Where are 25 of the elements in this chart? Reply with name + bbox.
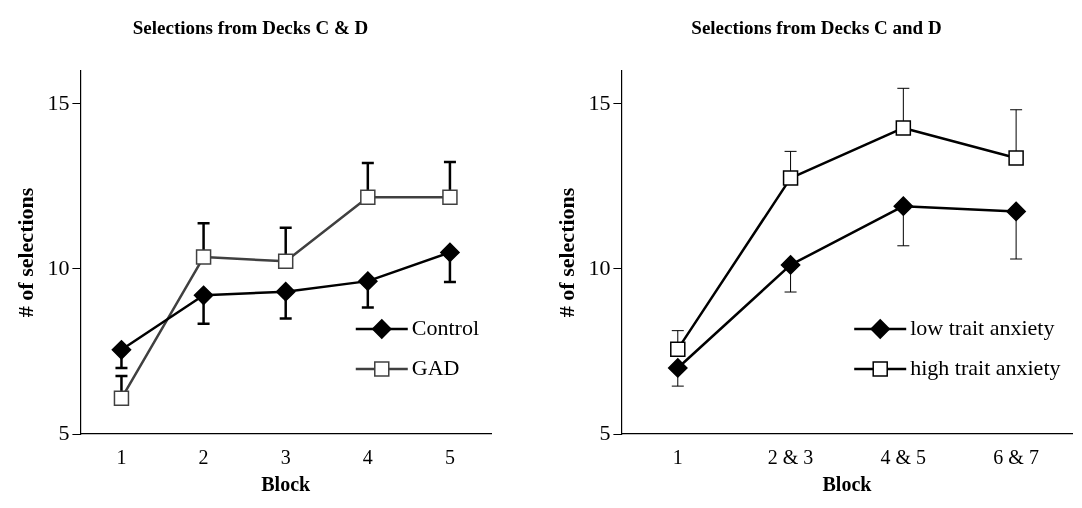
x-tick-label: 5 — [444, 446, 455, 469]
y-tick-label: 10 — [47, 254, 70, 280]
x-axis-title: Block — [822, 473, 873, 496]
chart-title: Selections from Decks C & D — [132, 17, 369, 39]
x-axis-title: Block — [261, 473, 312, 496]
x-tick-label: 6 & 7 — [993, 446, 1039, 469]
y-axis-title: # of selections — [553, 187, 579, 318]
x-tick-label: 4 — [362, 446, 373, 469]
y-tick-label: 15 — [588, 89, 611, 115]
x-tick-label: 4 & 5 — [880, 446, 927, 469]
legend-label: low trait anxiety — [910, 314, 1055, 340]
x-tick-label: 3 — [280, 446, 291, 469]
legend-label: Control — [411, 314, 480, 340]
legend-label: GAD — [411, 354, 460, 380]
x-tick-label: 2 & 3 — [767, 446, 814, 469]
x-tick-label: 2 — [198, 446, 209, 469]
x-tick-label: 1 — [116, 446, 127, 469]
x-tick-label: 1 — [672, 446, 683, 469]
chart-title: Selections from Decks C and D — [691, 17, 942, 39]
y-axis-title: # of selections — [12, 187, 38, 318]
y-tick-label: 5 — [58, 419, 70, 445]
y-tick-label: 10 — [588, 254, 611, 280]
legend-label: high trait anxiety — [910, 354, 1061, 380]
y-tick-label: 5 — [599, 419, 611, 445]
y-tick-label: 15 — [47, 89, 70, 115]
